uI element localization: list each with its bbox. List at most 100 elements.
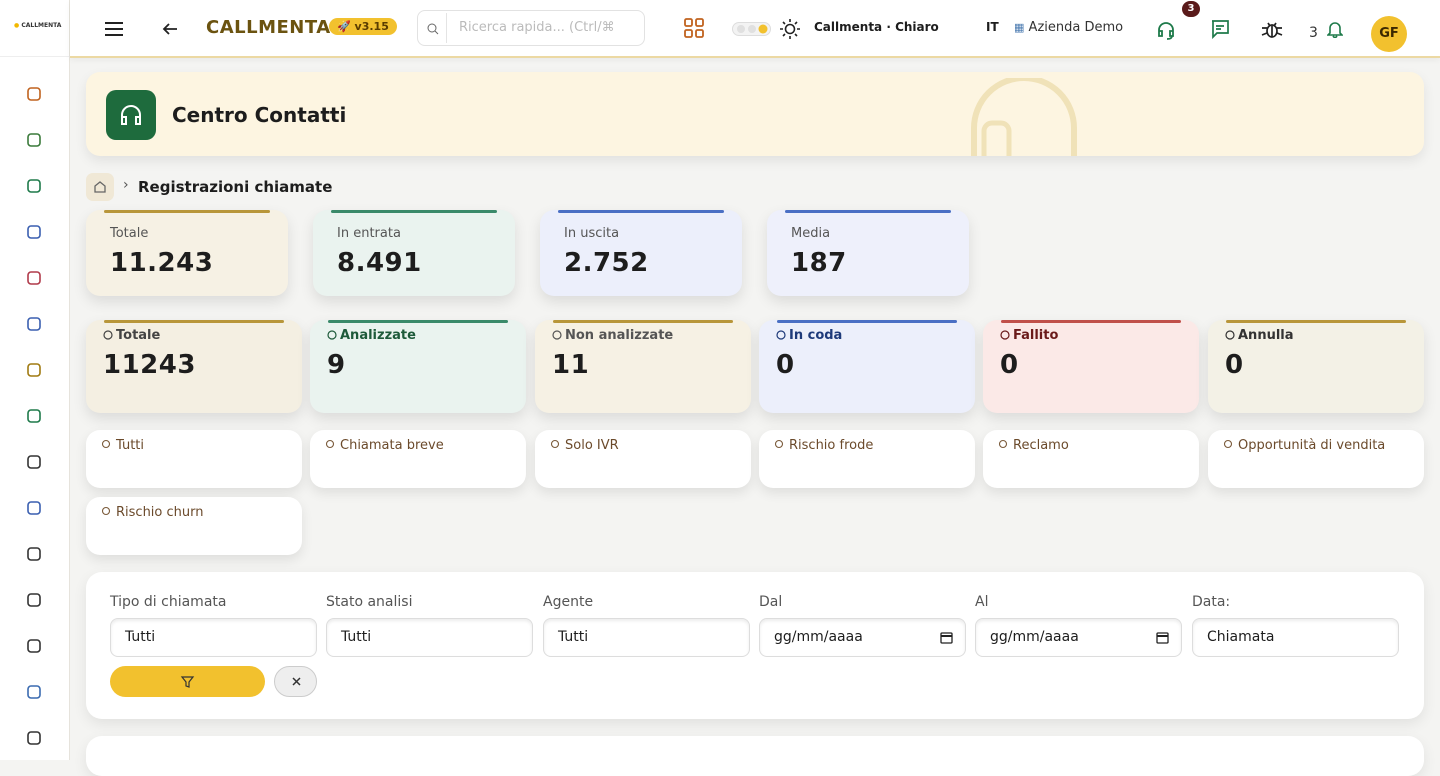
search-placeholder: Ricerca rapida... (Ctrl/⌘: [459, 20, 615, 35]
nav-item[interactable]: [26, 454, 42, 474]
status-card: In coda 0: [759, 320, 975, 413]
card-icon: [102, 329, 118, 349]
nav-item[interactable]: [26, 684, 42, 704]
status-card: Analizzate 9: [310, 320, 526, 413]
card-label: Annulla: [1238, 328, 1294, 343]
nav-item[interactable]: [26, 592, 42, 612]
calendar-icon: [939, 630, 955, 650]
bug-button[interactable]: [1261, 18, 1283, 40]
filter-chip[interactable]: Rischio frode: [759, 430, 975, 488]
filter-label: Dal: [759, 594, 783, 610]
summary-card: Media 187: [767, 210, 969, 296]
apps-button[interactable]: [684, 18, 704, 38]
filter-input[interactable]: Tutti: [543, 618, 750, 657]
support-button[interactable]: [1156, 20, 1176, 40]
nav-item[interactable]: [26, 178, 42, 198]
card-label: Analizzate: [340, 328, 416, 343]
filter-input[interactable]: Tutti: [326, 618, 533, 657]
card-label: Totale: [110, 226, 149, 241]
filter-value: Tutti: [125, 629, 156, 645]
card-value: 11.243: [110, 248, 214, 278]
version: v3.15: [354, 20, 389, 33]
sidebar: ● CALLMENTA: [0, 0, 70, 760]
menu-button[interactable]: [104, 19, 124, 39]
summary-card: In uscita 2.752: [540, 210, 742, 296]
chip-icon: [1222, 438, 1238, 458]
chip-icon: [100, 505, 116, 525]
nav-item[interactable]: [26, 270, 42, 290]
nav-item[interactable]: [26, 500, 42, 520]
nav-item[interactable]: [26, 546, 42, 566]
notifications-button[interactable]: [1327, 21, 1343, 38]
theme-name[interactable]: Callmenta · Chiaro: [814, 20, 939, 34]
language[interactable]: IT: [986, 20, 999, 34]
card-value: 0: [1000, 350, 1019, 380]
filter-chip[interactable]: Tutti: [86, 430, 302, 488]
back-button[interactable]: [162, 21, 178, 37]
nav-item[interactable]: [26, 408, 42, 428]
version-badge: 🚀 v3.15: [329, 18, 397, 35]
card-accent: [104, 320, 284, 323]
card-label: In uscita: [564, 226, 620, 241]
nav-item[interactable]: [26, 638, 42, 658]
filter-chip[interactable]: Rischio churn: [86, 497, 302, 555]
filter-label: Agente: [543, 594, 594, 610]
apply-filter-button[interactable]: [110, 666, 265, 697]
card-accent: [104, 210, 270, 213]
chip-label: Rischio churn: [116, 505, 204, 520]
filter-label: Tipo di chiamata: [110, 594, 227, 610]
chip-icon: [997, 438, 1013, 458]
filter-label: Data:: [1192, 594, 1231, 610]
nav-item[interactable]: [26, 316, 42, 336]
divider: [0, 56, 69, 57]
logo: ● CALLMENTA: [14, 22, 62, 29]
breadcrumb-separator: ›: [123, 177, 129, 193]
card-value: 0: [776, 350, 795, 380]
filter-value: Tutti: [558, 629, 589, 645]
card-icon: [1224, 329, 1240, 349]
theme-toggle[interactable]: [732, 22, 772, 36]
filter-chip[interactable]: Opportunità di vendita: [1208, 430, 1424, 488]
card-label: Totale: [116, 328, 161, 343]
nav-item[interactable]: [26, 132, 42, 152]
filter-chip[interactable]: Solo IVR: [535, 430, 751, 488]
page-header: Centro Contatti: [86, 72, 1424, 156]
clear-filter-button[interactable]: [274, 666, 317, 697]
theme-icon: [780, 19, 800, 39]
chat-button[interactable]: [1210, 19, 1230, 39]
card-icon: [775, 329, 791, 349]
nav-item[interactable]: [26, 730, 42, 750]
card-value: 9: [327, 350, 346, 380]
filter-input[interactable]: gg/mm/aaaa: [759, 618, 966, 657]
breadcrumb-current: Registrazioni chiamate: [138, 178, 333, 196]
filter-input[interactable]: Chiamata: [1192, 618, 1399, 657]
chip-icon: [100, 438, 116, 458]
filter-value: Chiamata: [1207, 629, 1275, 645]
filter-value: gg/mm/aaaa: [990, 629, 1079, 645]
nav-item[interactable]: [26, 362, 42, 382]
filter-chip[interactable]: Reclamo: [983, 430, 1199, 488]
nav-item[interactable]: [26, 224, 42, 244]
company-name: Azienda Demo: [1028, 20, 1124, 35]
support-badge: 3: [1182, 1, 1200, 17]
card-label: Non analizzate: [565, 328, 674, 343]
brand: CALLMENTA: [206, 17, 331, 38]
page-title: Centro Contatti: [172, 103, 347, 127]
results-panel: [86, 736, 1424, 776]
filter-input[interactable]: gg/mm/aaaa: [975, 618, 1182, 657]
card-label: In coda: [789, 328, 843, 343]
company[interactable]: ▦ Azienda Demo: [1014, 20, 1124, 35]
card-value: 11: [552, 350, 590, 380]
search[interactable]: Ricerca rapida... (Ctrl/⌘: [417, 10, 645, 46]
card-accent: [331, 210, 497, 213]
card-value: 0: [1225, 350, 1244, 380]
filter-input[interactable]: Tutti: [110, 618, 317, 657]
filter-label: Stato analisi: [326, 594, 413, 610]
home-button[interactable]: [86, 173, 114, 201]
filter-chip[interactable]: Chiamata breve: [310, 430, 526, 488]
nav-item[interactable]: [26, 86, 42, 106]
header-icon: [106, 90, 156, 140]
chip-label: Opportunità di vendita: [1238, 438, 1386, 453]
avatar[interactable]: GF: [1371, 16, 1407, 52]
card-value: 2.752: [564, 248, 649, 278]
